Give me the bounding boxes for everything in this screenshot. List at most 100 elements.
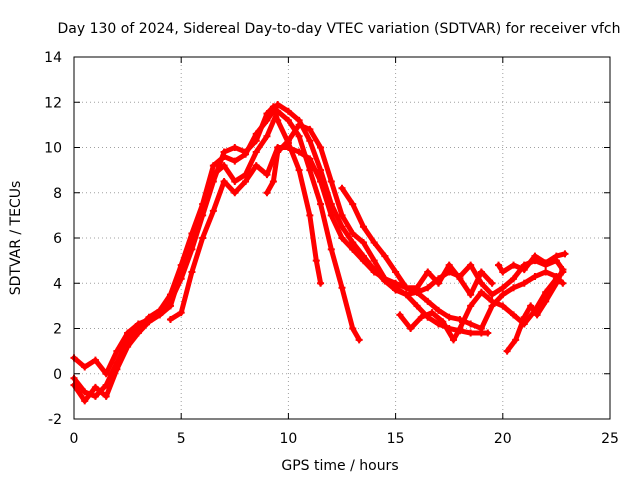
x-axis-label: GPS time / hours — [281, 458, 398, 474]
data-point — [495, 261, 503, 269]
data-point — [113, 347, 121, 355]
data-point — [166, 302, 174, 310]
data-point — [306, 137, 314, 145]
data-point — [424, 284, 432, 292]
series-track-7 — [396, 268, 567, 344]
series-line — [504, 267, 566, 354]
data-point — [295, 121, 303, 129]
data-point — [434, 306, 442, 314]
chart-title: Day 130 of 2024, Sidereal Day-to-day VTE… — [57, 21, 620, 37]
data-point — [499, 302, 507, 310]
series-track-4 — [166, 144, 567, 332]
data-point — [91, 383, 99, 391]
series-line — [71, 102, 491, 399]
data-point — [559, 279, 567, 287]
data-point — [392, 268, 400, 276]
data-point — [124, 336, 132, 344]
data-point — [156, 306, 164, 314]
data-point — [477, 288, 485, 296]
data-point — [269, 177, 277, 185]
x-tick-label: 25 — [601, 431, 619, 447]
data-point — [499, 284, 507, 292]
data-point — [263, 132, 271, 140]
data-point — [531, 252, 539, 260]
data-point — [417, 313, 425, 321]
data-point — [488, 291, 496, 299]
data-point — [561, 250, 569, 258]
y-tick-label: 0 — [53, 367, 62, 383]
data-point — [359, 239, 367, 247]
data-point — [252, 148, 260, 156]
axis-ticks: 0 5 10 15 20 25 -2 0 2 4 6 8 10 12 14 — [44, 50, 619, 447]
data-point — [284, 107, 292, 115]
data-point — [477, 325, 485, 332]
data-point — [349, 200, 357, 208]
data-point — [327, 177, 335, 185]
data-point — [327, 211, 335, 219]
data-point — [434, 320, 442, 328]
series-line — [168, 145, 566, 331]
data-point — [317, 166, 325, 174]
y-axis-label: SDTVAR / TECUs — [8, 181, 24, 296]
data-point — [306, 211, 314, 219]
data-point — [338, 184, 346, 192]
data-point — [402, 291, 410, 299]
data-point — [484, 329, 492, 337]
data-point — [355, 336, 363, 344]
data-point — [533, 311, 541, 319]
data-point — [413, 284, 421, 292]
data-point — [488, 297, 496, 305]
data-point — [312, 257, 320, 265]
data-point — [542, 259, 550, 267]
data-point — [520, 266, 528, 274]
x-tick-label: 15 — [387, 431, 405, 447]
data-point — [413, 302, 421, 310]
data-point — [317, 200, 325, 208]
data-point — [510, 311, 518, 319]
data-point — [503, 347, 511, 355]
data-point — [252, 130, 260, 138]
y-tick-label: 4 — [53, 276, 62, 292]
data-point — [177, 309, 185, 317]
data-point — [81, 388, 89, 396]
data-point — [124, 329, 132, 337]
data-point — [284, 116, 292, 124]
data-point — [166, 315, 174, 323]
data-point — [199, 234, 207, 242]
data-point — [445, 313, 453, 321]
data-point — [510, 261, 518, 269]
data-point — [188, 268, 196, 276]
data-point — [338, 223, 346, 231]
data-point — [434, 279, 442, 287]
y-tick-label: 14 — [44, 50, 62, 66]
data-point — [177, 261, 185, 269]
series-track-5 — [263, 121, 567, 299]
data-point — [231, 144, 239, 151]
data-point — [477, 279, 485, 287]
data-point — [349, 325, 357, 332]
data-point — [359, 223, 367, 231]
data-point — [199, 200, 207, 208]
data-point — [263, 171, 271, 179]
data-point — [499, 291, 507, 299]
data-point — [242, 177, 250, 185]
data-point — [295, 166, 303, 174]
data-point — [520, 279, 528, 287]
data-point — [81, 397, 89, 405]
data-point — [306, 155, 314, 163]
data-point — [220, 153, 228, 161]
data-point — [295, 148, 303, 156]
data-point — [295, 132, 303, 140]
data-point — [327, 245, 335, 253]
data-point — [338, 284, 346, 292]
series-track-8 — [503, 266, 567, 355]
y-tick-label: 2 — [53, 322, 62, 338]
data-point — [338, 234, 346, 242]
data-point — [231, 157, 239, 165]
data-point — [317, 177, 325, 185]
data-point — [317, 279, 325, 287]
data-point — [456, 325, 464, 332]
data-point — [527, 302, 535, 310]
data-point — [102, 392, 110, 400]
